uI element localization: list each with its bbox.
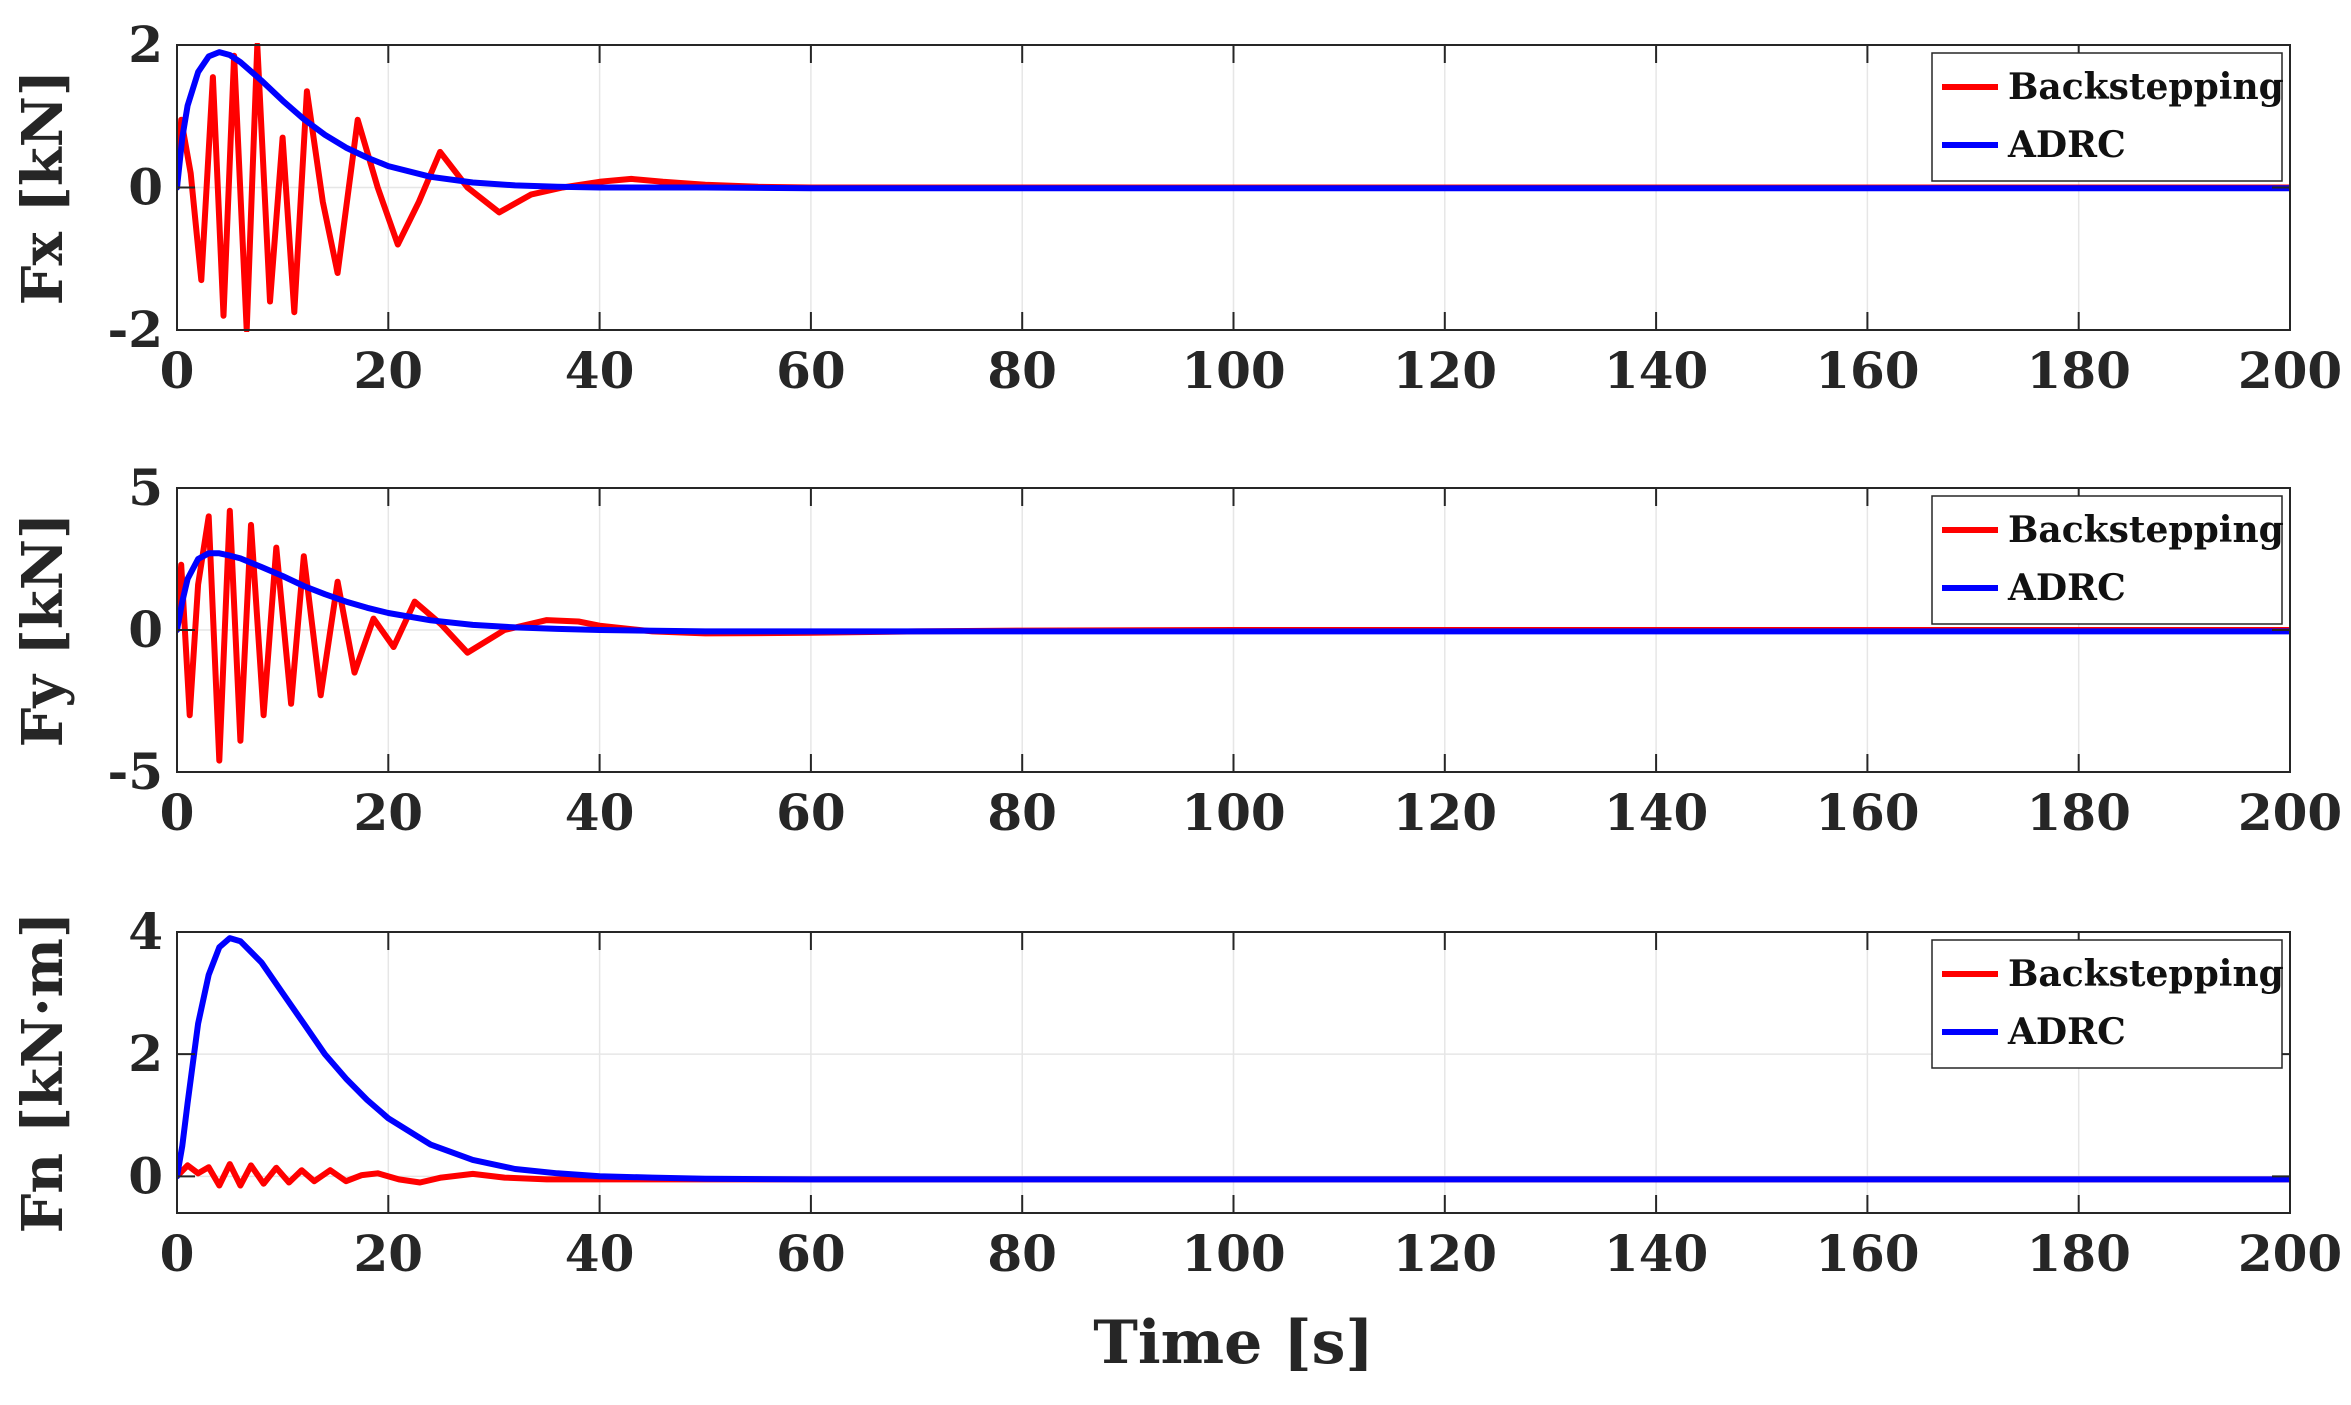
y-tick-label: 4	[128, 902, 163, 961]
x-tick-label: 200	[2238, 783, 2342, 842]
x-tick-label: 120	[1393, 783, 1497, 842]
x-tick-label: 0	[160, 783, 195, 842]
y-tick-label: 0	[128, 158, 163, 217]
y-axis-label: Fn [kN·m]	[10, 912, 76, 1234]
legend: Backstepping ADRC	[1931, 939, 2284, 1069]
y-tick-label: 2	[128, 1024, 163, 1083]
y-tick-label: 5	[128, 458, 163, 517]
x-tick-label: 200	[2238, 1224, 2342, 1283]
x-tick-label: 0	[160, 1224, 195, 1283]
x-tick-label: 40	[565, 783, 635, 842]
x-tick-label: 120	[1393, 341, 1497, 400]
legend: Backstepping ADRC	[1931, 52, 2284, 182]
series-line-adrc	[177, 935, 2290, 1183]
x-tick-label: 100	[1181, 783, 1285, 842]
x-tick-label: 80	[987, 1224, 1057, 1283]
x-tick-label: 80	[987, 783, 1057, 842]
x-tick-label: 40	[565, 341, 635, 400]
legend-label-backstepping: Backstepping	[2008, 66, 2284, 108]
legend-box	[1931, 939, 2283, 1069]
series-line-adrc	[177, 550, 2290, 635]
legend-label-adrc: ADRC	[2007, 1011, 2126, 1053]
x-tick-label: 80	[987, 341, 1057, 400]
x-tick-label: 60	[776, 783, 846, 842]
y-tick-label: -2	[107, 300, 163, 359]
x-tick-label: 20	[354, 1224, 424, 1283]
legend-box	[1931, 52, 2283, 182]
x-tick-label: 200	[2238, 341, 2342, 400]
x-tick-label: 120	[1393, 1224, 1497, 1283]
y-axis-label: Fx [kN]	[10, 70, 76, 306]
x-tick-label: 60	[776, 341, 846, 400]
x-tick-label: 0	[160, 341, 195, 400]
y-tick-label: 0	[128, 1146, 163, 1205]
x-tick-label: 180	[2027, 1224, 2131, 1283]
x-axis-label: Time [s]	[1093, 1308, 1374, 1378]
y-tick-label: 0	[128, 600, 163, 659]
x-tick-label: 100	[1181, 341, 1285, 400]
legend-label-adrc: ADRC	[2007, 124, 2126, 166]
x-tick-label: 20	[354, 783, 424, 842]
legend-label-adrc: ADRC	[2007, 567, 2126, 609]
y-axis-label: Fy [kN]	[10, 513, 76, 748]
legend-box	[1931, 495, 2283, 625]
x-tick-label: 140	[1604, 341, 1708, 400]
legend: Backstepping ADRC	[1931, 495, 2284, 625]
x-tick-label: 60	[776, 1224, 846, 1283]
legend-label-backstepping: Backstepping	[2008, 953, 2284, 995]
y-tick-label: 2	[128, 15, 163, 74]
x-tick-label: 160	[1815, 1224, 1919, 1283]
x-tick-label: 180	[2027, 783, 2131, 842]
x-tick-label: 140	[1604, 783, 1708, 842]
x-tick-label: 100	[1181, 1224, 1285, 1283]
x-tick-label: 40	[565, 1224, 635, 1283]
y-tick-label: -5	[107, 742, 163, 801]
legend-label-backstepping: Backstepping	[2008, 509, 2284, 551]
x-tick-label: 160	[1815, 341, 1919, 400]
x-tick-label: 20	[354, 341, 424, 400]
x-tick-label: 140	[1604, 1224, 1708, 1283]
x-tick-label: 180	[2027, 341, 2131, 400]
series-line-adrc	[177, 49, 2290, 192]
subplot-3: 0 20 40 60 80 100 120 140 160 180 200 0 2 4 Fn [kN·m] T…	[10, 902, 2342, 1378]
series-line-backstepping	[177, 1161, 2290, 1189]
x-tick-label: 160	[1815, 783, 1919, 842]
